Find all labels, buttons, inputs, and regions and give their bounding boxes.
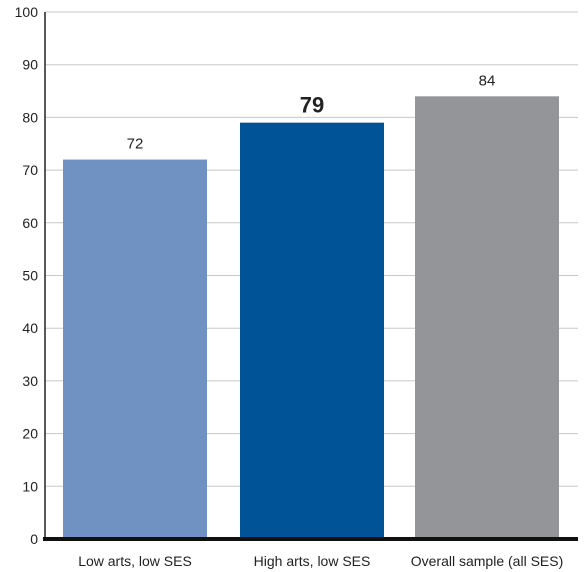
value-labels: 72 79 84 xyxy=(127,72,496,152)
category-labels: Low arts, low SES High arts, low SES Overa… xyxy=(78,553,563,569)
value-label-3: 84 xyxy=(479,72,496,89)
y-tick-label: 30 xyxy=(22,373,38,389)
y-tick-label: 100 xyxy=(15,4,39,20)
bar-2 xyxy=(240,122,384,540)
y-axis-tick-labels: 0 10 20 30 40 50 60 70 80 90 100 xyxy=(15,4,39,547)
category-label-1: Low arts, low SES xyxy=(78,553,192,569)
y-tick-label: 90 xyxy=(22,57,38,73)
y-tick-label: 20 xyxy=(22,426,38,442)
y-tick-label: 70 xyxy=(22,162,38,178)
value-label-2: 79 xyxy=(300,93,324,118)
bar-1 xyxy=(63,159,207,539)
y-tick-label: 0 xyxy=(30,531,38,547)
axes xyxy=(43,12,578,541)
y-tick-label: 40 xyxy=(22,320,38,336)
category-label-2: High arts, low SES xyxy=(254,553,371,569)
bar-3 xyxy=(415,96,559,539)
y-tick-label: 80 xyxy=(22,109,38,125)
y-tick-label: 50 xyxy=(22,268,38,284)
category-label-3: Overall sample (all SES) xyxy=(411,553,564,569)
y-tick-label: 10 xyxy=(22,478,38,494)
value-label-1: 72 xyxy=(127,136,144,153)
y-tick-label: 60 xyxy=(22,215,38,231)
bars xyxy=(63,96,559,540)
